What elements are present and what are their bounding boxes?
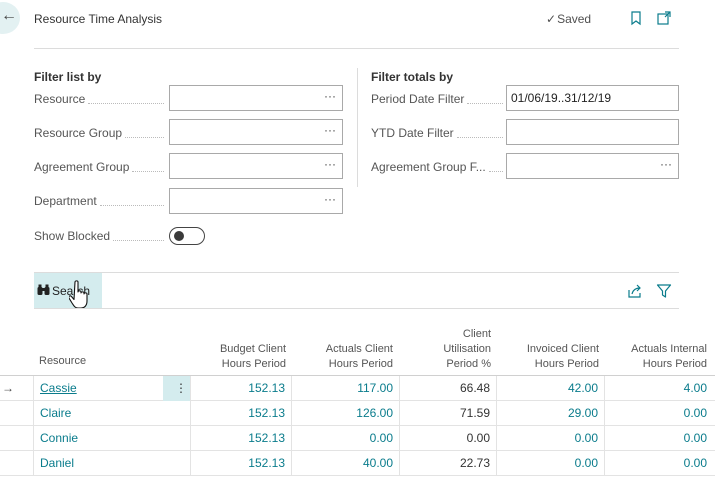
department-filter-label: Department [34, 194, 164, 208]
table-header-rule [0, 375, 715, 376]
invoiced-client-hours-cell[interactable]: 29.00 [497, 401, 605, 426]
actuals-client-hours-cell[interactable]: 0.00 [292, 426, 400, 451]
agreement-group-filter-input[interactable]: ··· [169, 153, 343, 179]
agreement-group-totals-filter-label: Agreement Group F... [371, 160, 503, 174]
actuals-internal-hours-cell[interactable]: 0.00 [683, 406, 707, 420]
budget-client-hours-cell[interactable]: 152.13 [191, 376, 292, 401]
row-selected-arrow-icon: → [0, 376, 34, 401]
row-marker [0, 426, 34, 451]
filter-icon[interactable] [656, 283, 672, 299]
show-blocked-label: Show Blocked [34, 229, 164, 243]
row-actions-menu[interactable] [163, 426, 191, 451]
checkmark-icon: ✓ [546, 12, 557, 26]
table-row[interactable]: Claire 152.13 126.00 71.59 29.00 0.00 [0, 401, 715, 426]
budget-client-hours-cell[interactable]: 152.13 [191, 426, 292, 451]
filter-list-title: Filter list by [34, 70, 102, 84]
saved-label: Saved [557, 12, 592, 26]
resource-filter-input[interactable]: ··· [169, 85, 343, 111]
row-actions-menu[interactable] [163, 401, 191, 426]
invoiced-client-hours-cell[interactable]: 42.00 [497, 376, 605, 401]
saved-status: ✓Saved [546, 12, 591, 26]
toggle-knob [174, 231, 184, 241]
resource-name-link[interactable]: Claire [40, 406, 72, 420]
budget-client-hours-cell[interactable]: 152.13 [191, 451, 292, 476]
action-bar-bottom-rule [34, 308, 679, 309]
action-bar-top-rule [34, 272, 679, 273]
column-header-actuals-internal[interactable]: Actuals Internal Hours Period [631, 343, 707, 370]
actuals-client-hours-cell[interactable]: 126.00 [292, 401, 400, 426]
lookup-ellipsis-icon[interactable]: ··· [324, 192, 336, 206]
lookup-ellipsis-icon[interactable]: ··· [324, 89, 336, 103]
period-date-filter-input[interactable]: 01/06/19..31/12/19 [506, 85, 679, 111]
page-title: Resource Time Analysis [34, 12, 163, 26]
utilisation-cell: 0.00 [400, 426, 497, 451]
resource-group-filter-input[interactable]: ··· [169, 119, 343, 145]
resource-name-link[interactable]: Cassie [40, 381, 77, 395]
resource-name-link[interactable]: Daniel [40, 456, 75, 470]
agreement-group-totals-filter-input[interactable]: ··· [506, 153, 679, 179]
open-new-window-icon[interactable] [656, 10, 672, 26]
actuals-internal-hours-cell[interactable]: 0.00 [683, 456, 707, 470]
back-button[interactable]: ← [0, 2, 20, 34]
table-row[interactable]: → Cassie ⋮ 152.13 117.00 66.48 42.00 4.0… [0, 376, 715, 401]
column-header-invoiced-client[interactable]: Invoiced Client Hours Period [526, 343, 599, 370]
utilisation-cell: 22.73 [400, 451, 497, 476]
row-marker [0, 451, 34, 476]
filter-section-divider [357, 68, 358, 187]
column-header-utilisation[interactable]: Client Utilisation Period % [443, 328, 491, 370]
lookup-ellipsis-icon[interactable]: ··· [660, 157, 672, 171]
budget-client-hours-cell[interactable]: 152.13 [191, 401, 292, 426]
binoculars-icon [37, 284, 50, 299]
agreement-group-filter-label: Agreement Group [34, 160, 164, 174]
table-row[interactable]: Connie 152.13 0.00 0.00 0.00 0.00 [0, 426, 715, 451]
hand-cursor-icon [68, 280, 91, 310]
invoiced-client-hours-cell[interactable]: 0.00 [497, 426, 605, 451]
resource-filter-label: Resource [34, 92, 164, 106]
ytd-date-filter-label: YTD Date Filter [371, 126, 503, 140]
column-header-actuals-client[interactable]: Actuals Client Hours Period [325, 343, 393, 370]
utilisation-cell: 71.59 [400, 401, 497, 426]
bookmark-icon[interactable] [628, 10, 644, 26]
row-actions-menu[interactable] [163, 451, 191, 476]
department-filter-input[interactable]: ··· [169, 188, 343, 214]
share-icon[interactable] [627, 283, 643, 299]
header-divider [34, 48, 679, 49]
period-date-filter-label: Period Date Filter [371, 92, 503, 106]
lookup-ellipsis-icon[interactable]: ··· [324, 157, 336, 171]
row-actions-menu[interactable]: ⋮ [163, 376, 191, 401]
arrow-left-icon: ← [1, 7, 17, 24]
actuals-internal-hours-cell[interactable]: 0.00 [683, 431, 707, 445]
row-marker [0, 401, 34, 426]
kebab-menu-icon: ⋮ [175, 381, 187, 395]
actuals-internal-hours-cell[interactable]: 4.00 [683, 381, 707, 395]
actuals-client-hours-cell[interactable]: 40.00 [292, 451, 400, 476]
ytd-date-filter-input[interactable] [506, 119, 679, 145]
filter-totals-title: Filter totals by [371, 70, 454, 84]
resource-group-filter-label: Resource Group [34, 126, 164, 140]
utilisation-cell: 66.48 [400, 376, 497, 401]
invoiced-client-hours-cell[interactable]: 0.00 [497, 451, 605, 476]
resource-name-link[interactable]: Connie [40, 431, 79, 445]
table-row[interactable]: Daniel 152.13 40.00 22.73 0.00 0.00 [0, 451, 715, 476]
column-header-budget-client[interactable]: Budget Client Hours Period [219, 343, 286, 370]
column-header-resource[interactable]: Resource [39, 355, 87, 367]
search-button[interactable]: Search [34, 273, 102, 308]
actuals-client-hours-cell[interactable]: 117.00 [292, 376, 400, 401]
show-blocked-toggle[interactable] [169, 227, 205, 245]
lookup-ellipsis-icon[interactable]: ··· [324, 123, 336, 137]
